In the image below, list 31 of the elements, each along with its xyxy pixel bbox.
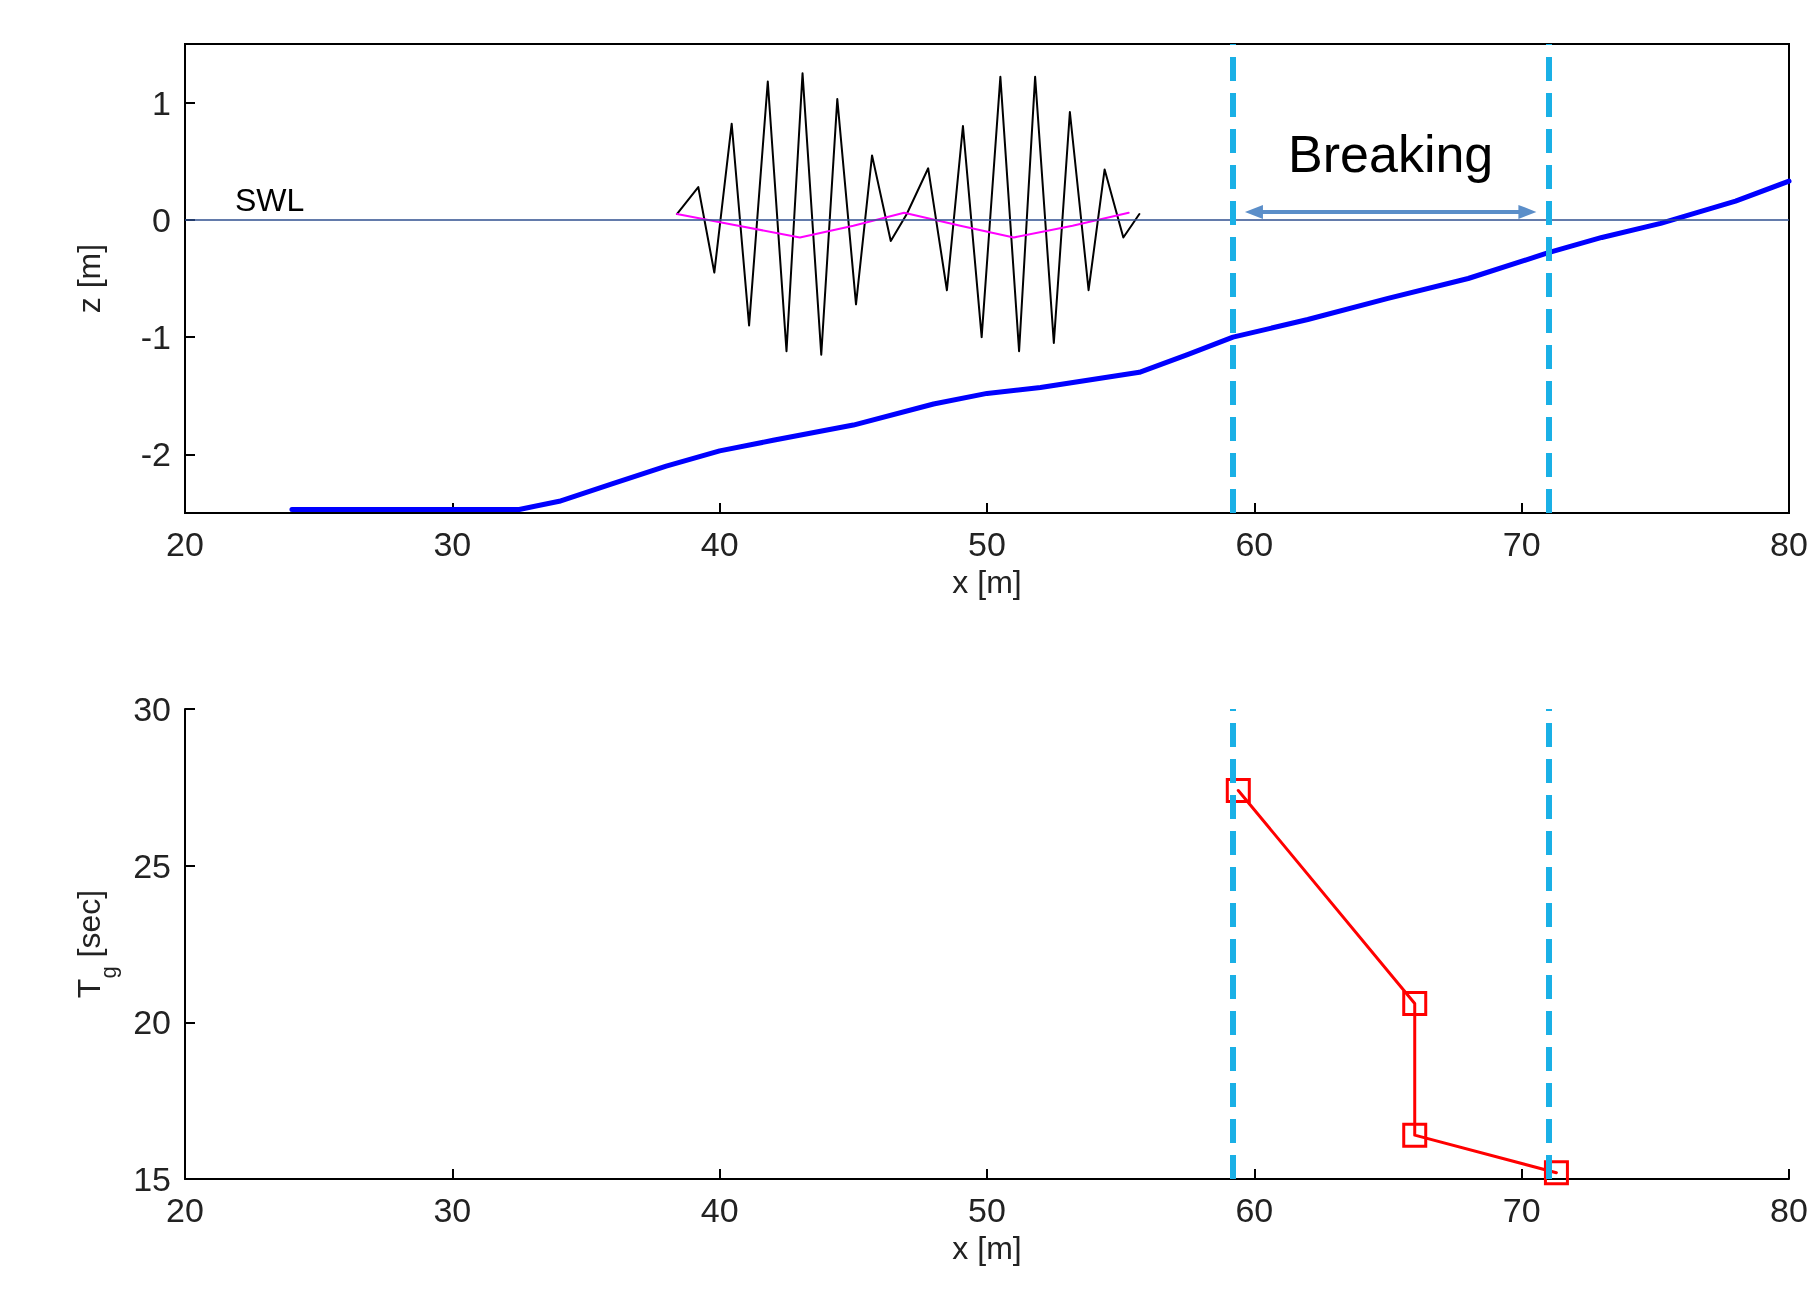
line-series (675, 211, 1130, 239)
x-tick-label: 80 (1770, 525, 1808, 563)
x-tick-label: 40 (700, 525, 739, 563)
x-tick-label: 30 (433, 1191, 472, 1229)
point (1402, 991, 1428, 1017)
y-tick-label: 15 (133, 1160, 171, 1198)
y-tick-label: -1 (140, 318, 171, 357)
y-tick-label: -2 (140, 435, 171, 474)
x-tick-label: 80 (1770, 1191, 1808, 1229)
x-tick-label: 30 (433, 525, 472, 563)
point (1402, 1122, 1428, 1148)
x-tick-label: 50 (968, 1191, 1006, 1229)
x-axis-title: x [m] (952, 563, 1022, 600)
y-tick-label: 1 (152, 83, 171, 122)
y-tick-label: 20 (133, 1003, 171, 1042)
x-tick-label: 60 (1235, 1191, 1274, 1229)
y-tick-label: 25 (133, 846, 171, 885)
y-axis-title: z [m] (71, 243, 107, 314)
x-axis-title: x [m] (952, 1229, 1022, 1266)
x-tick-label: 50 (968, 525, 1006, 563)
ref-line-label: SWL (235, 181, 305, 218)
x-tick-label: 40 (700, 1191, 739, 1229)
x-tick-label: 60 (1235, 525, 1274, 563)
x-tick-label: 70 (1502, 1191, 1541, 1229)
x-tick-label: 70 (1502, 525, 1541, 563)
line-series (675, 72, 1141, 356)
point (1543, 1160, 1569, 1186)
annotation: Breaking (1288, 124, 1494, 183)
y-tick-label: 0 (152, 200, 171, 239)
y-tick-label: 30 (133, 690, 171, 728)
y-axis-title: Tg [sec] (71, 889, 121, 999)
